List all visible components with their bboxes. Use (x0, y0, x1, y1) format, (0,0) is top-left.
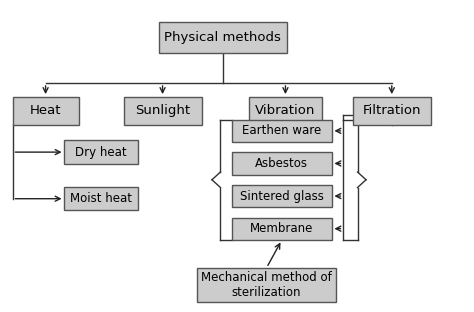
Text: Sunlight: Sunlight (135, 105, 190, 117)
FancyBboxPatch shape (232, 217, 331, 240)
FancyBboxPatch shape (232, 152, 331, 175)
Text: Membrane: Membrane (250, 222, 314, 235)
FancyBboxPatch shape (353, 97, 431, 125)
Text: Filtration: Filtration (363, 105, 421, 117)
FancyBboxPatch shape (12, 97, 79, 125)
Text: Asbestos: Asbestos (255, 157, 309, 170)
FancyBboxPatch shape (64, 140, 138, 164)
Text: Moist heat: Moist heat (70, 192, 132, 205)
FancyBboxPatch shape (232, 120, 331, 142)
FancyBboxPatch shape (249, 97, 322, 125)
Text: Sintered glass: Sintered glass (240, 190, 324, 202)
Text: Earthen ware: Earthen ware (242, 124, 321, 137)
Text: Dry heat: Dry heat (75, 146, 127, 158)
FancyBboxPatch shape (197, 268, 336, 302)
Text: Vibration: Vibration (255, 105, 316, 117)
FancyBboxPatch shape (64, 187, 138, 210)
FancyBboxPatch shape (124, 97, 201, 125)
FancyBboxPatch shape (232, 185, 331, 207)
Text: Heat: Heat (30, 105, 61, 117)
FancyBboxPatch shape (159, 22, 287, 53)
Text: Physical methods: Physical methods (164, 32, 281, 45)
Text: Mechanical method of
sterilization: Mechanical method of sterilization (201, 271, 332, 299)
